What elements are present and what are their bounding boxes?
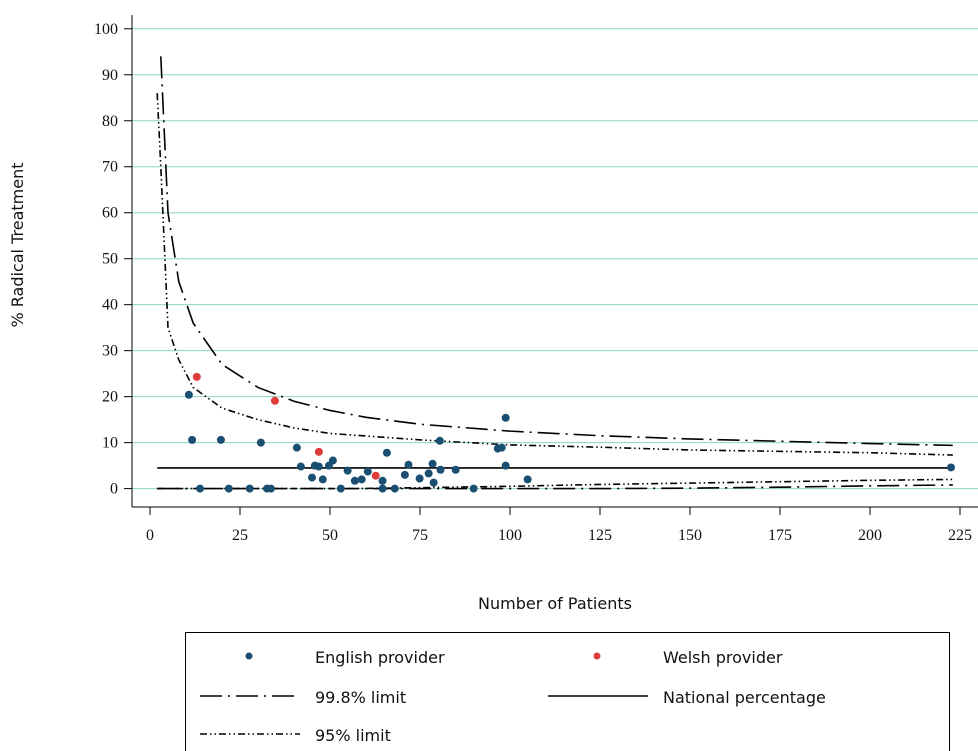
limit-line	[160, 56, 953, 447]
point	[224, 484, 233, 493]
legend-label: 99.8% limit	[315, 688, 406, 707]
point	[363, 467, 372, 476]
point	[314, 462, 323, 471]
point	[350, 476, 359, 485]
limit-line	[157, 484, 953, 490]
x-tick-label: 200	[858, 527, 882, 544]
point	[523, 475, 532, 484]
y-tick-label: 50	[102, 251, 118, 268]
x-tick-label: 100	[498, 527, 522, 544]
point	[371, 471, 380, 480]
x-tick-label: 175	[768, 527, 792, 544]
y-tick-label: 40	[102, 297, 118, 314]
y-tick-label: 100	[94, 21, 118, 38]
y-axis-title: % Radical Treatment	[8, 162, 27, 327]
x-tick-label: 225	[948, 527, 972, 544]
point	[318, 475, 327, 484]
point	[435, 436, 444, 445]
point	[429, 478, 438, 487]
legend-label: National percentage	[663, 688, 826, 707]
point	[378, 484, 387, 493]
point	[188, 435, 197, 444]
y-tick-label: 60	[102, 205, 118, 222]
y-tick-label: 0	[110, 481, 118, 498]
y-tick-label: 90	[102, 67, 118, 84]
point	[328, 456, 337, 465]
point	[436, 465, 445, 474]
point	[192, 372, 201, 381]
y-tick-label: 30	[102, 343, 118, 360]
point	[256, 438, 265, 447]
point	[428, 459, 437, 468]
x-tick-label: 150	[678, 527, 702, 544]
point	[196, 484, 205, 493]
point	[245, 484, 254, 493]
point	[216, 435, 225, 444]
point	[415, 474, 424, 483]
point	[497, 443, 506, 452]
point	[404, 460, 413, 469]
point	[184, 390, 193, 399]
point	[314, 447, 323, 456]
x-tick-label: 50	[322, 527, 338, 544]
legend-label: English provider	[315, 648, 445, 667]
legend-box	[185, 632, 950, 751]
point	[469, 484, 478, 493]
point	[390, 484, 399, 493]
point	[400, 470, 409, 479]
x-tick-label: 25	[232, 527, 248, 544]
legend-label: Welsh provider	[663, 648, 783, 667]
point	[382, 448, 391, 457]
x-axis-title: Number of Patients	[478, 594, 632, 613]
x-tick-label: 125	[588, 527, 612, 544]
point	[270, 396, 279, 405]
y-tick-label: 80	[102, 113, 118, 130]
y-tick-label: 10	[102, 435, 118, 452]
point	[947, 463, 955, 472]
point	[336, 484, 345, 493]
legend-marker	[593, 652, 601, 660]
point	[451, 465, 460, 474]
point	[292, 443, 301, 452]
point	[343, 466, 352, 475]
point	[266, 484, 275, 493]
point	[308, 473, 316, 482]
point	[357, 475, 366, 484]
limit-line	[156, 93, 953, 456]
point	[501, 461, 510, 470]
legend-label: 95% limit	[315, 726, 391, 745]
limit-line	[157, 478, 953, 490]
y-tick-label: 70	[102, 159, 118, 176]
x-tick-label: 0	[146, 527, 154, 544]
x-tick-label: 75	[412, 527, 428, 544]
point	[424, 469, 433, 478]
point	[501, 413, 510, 422]
point	[296, 462, 305, 471]
point	[378, 476, 387, 485]
y-tick-label: 20	[102, 389, 118, 406]
legend-marker	[245, 652, 253, 660]
